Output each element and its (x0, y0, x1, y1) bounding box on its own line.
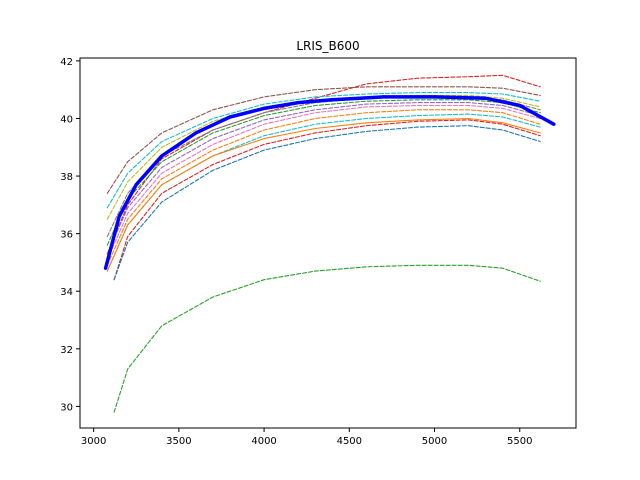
x-tick-label: 3000 (81, 436, 106, 447)
y-tick-label: 40 (60, 114, 73, 125)
y-tick-label: 36 (60, 230, 73, 241)
chart-title: LRIS_B600 (296, 39, 359, 53)
series-line-10 (113, 119, 541, 281)
x-tick-label: 5500 (507, 436, 532, 447)
series-line-6 (106, 102, 541, 255)
series-line-5 (106, 99, 541, 246)
x-tick-label: 3500 (166, 436, 191, 447)
series-line-13 (113, 264, 541, 413)
plot-frame (79, 57, 577, 429)
x-axis: 3000 3500 4000 4500 5000 5500 (81, 428, 532, 447)
y-tick-label: 38 (60, 172, 73, 183)
series-line-1 (106, 86, 541, 194)
series-line-11 (113, 125, 541, 281)
series-line-12 (106, 117, 541, 272)
y-tick-label: 32 (60, 345, 73, 356)
series-line-7 (106, 104, 541, 261)
series-line-bold-14 (103, 95, 556, 270)
x-tick-label: 5000 (422, 436, 447, 447)
x-tick-label: 4500 (337, 436, 362, 447)
series-layer (103, 74, 556, 413)
y-tick-label: 30 (60, 402, 73, 413)
series-line-2 (106, 92, 541, 209)
y-axis: 30 32 34 36 38 40 42 (60, 57, 80, 413)
y-tick-label: 42 (60, 57, 73, 68)
series-line-8 (106, 109, 541, 266)
x-tick-label: 4000 (251, 436, 276, 447)
y-tick-label: 34 (60, 287, 73, 298)
